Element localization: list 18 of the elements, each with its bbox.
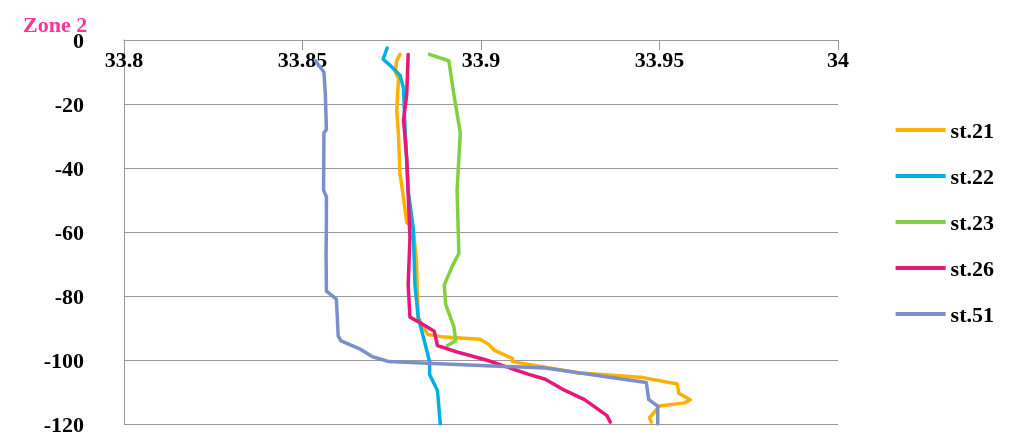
y-tick-label: -100 — [43, 347, 84, 373]
y-tick-label: -120 — [43, 411, 84, 437]
x-tick-label: 33.8 — [104, 46, 144, 72]
y-tick-label: -40 — [54, 155, 84, 181]
legend-label: st.23 — [950, 209, 994, 235]
legend-label: st.21 — [950, 117, 994, 143]
line-series — [401, 52, 612, 424]
x-tick-label: 34 — [827, 46, 849, 72]
x-tick-label: 33.95 — [634, 46, 685, 72]
x-tick-label: 33.85 — [277, 46, 328, 72]
y-tick-label: -60 — [54, 219, 84, 245]
legend-label: st.51 — [950, 301, 994, 327]
legend-label: st.26 — [950, 255, 994, 281]
y-tick-label: -20 — [54, 91, 84, 117]
line-series — [427, 52, 463, 348]
x-tick-label: 33.9 — [461, 46, 501, 72]
legend-label: st.22 — [950, 163, 994, 189]
y-tick-label: -80 — [54, 283, 84, 309]
